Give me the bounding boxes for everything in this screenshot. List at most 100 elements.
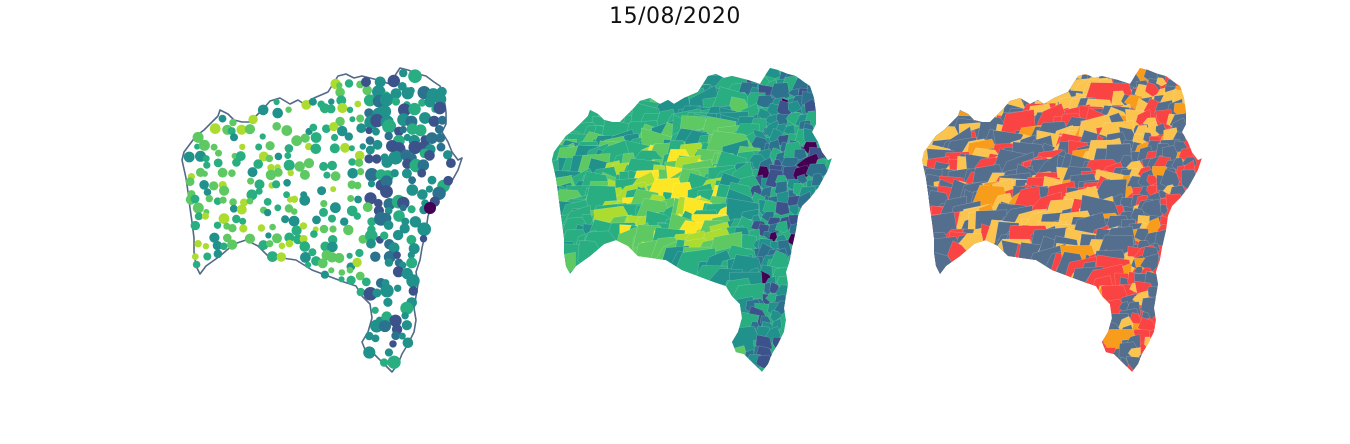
city-point	[219, 196, 227, 204]
city-point	[418, 98, 426, 107]
city-point	[398, 332, 406, 340]
city-point	[202, 155, 210, 163]
city-point	[229, 204, 238, 213]
city-point	[364, 192, 377, 205]
city-point	[246, 197, 254, 205]
risk-municipality	[1155, 77, 1167, 87]
city-point	[424, 96, 436, 108]
city-point	[436, 142, 446, 152]
city-point	[434, 125, 444, 134]
city-point	[308, 97, 317, 106]
viridis-municipality	[797, 173, 808, 185]
city-point	[386, 140, 398, 152]
city-point	[344, 79, 354, 88]
city-point	[417, 222, 431, 236]
city-point	[352, 257, 362, 268]
city-point	[218, 114, 227, 123]
city-point	[310, 230, 318, 238]
city-point	[414, 124, 427, 137]
city-point	[317, 186, 327, 196]
figure-title: 15/08/2020	[609, 4, 741, 29]
city-point	[223, 233, 232, 243]
city-point	[391, 97, 401, 106]
city-point	[443, 175, 454, 186]
city-point	[215, 149, 222, 157]
city-point	[290, 195, 299, 203]
city-point	[417, 189, 428, 200]
city-point	[399, 204, 407, 212]
city-point	[227, 239, 238, 250]
city-point	[285, 106, 292, 113]
city-point	[322, 124, 331, 133]
city-point	[218, 213, 230, 225]
city-point	[408, 176, 416, 185]
city-point	[310, 132, 322, 143]
city-point	[391, 331, 401, 341]
city-point	[319, 224, 329, 234]
city-point	[409, 216, 422, 228]
city-point	[347, 168, 358, 179]
viridis-municipality	[768, 231, 778, 243]
map-panel-risk	[918, 60, 1208, 380]
city-point	[337, 125, 348, 137]
city-point	[185, 177, 195, 187]
city-point	[248, 114, 258, 125]
viridis-municipality	[787, 100, 802, 114]
city-point	[365, 229, 378, 243]
city-point	[424, 202, 436, 214]
city-point	[330, 171, 341, 182]
city-point	[232, 214, 241, 224]
city-point	[320, 200, 328, 208]
city-point	[190, 194, 200, 204]
map-panel-points	[178, 60, 468, 380]
city-point	[312, 215, 321, 225]
city-point	[372, 154, 382, 164]
city-point	[263, 208, 272, 217]
city-point	[433, 101, 447, 115]
city-point	[370, 319, 384, 333]
city-point	[384, 131, 393, 141]
city-point	[356, 123, 367, 134]
city-point	[392, 229, 404, 241]
city-point	[367, 217, 377, 227]
city-point	[383, 297, 393, 307]
city-point	[400, 301, 414, 315]
city-point	[276, 252, 286, 262]
city-point	[381, 311, 392, 322]
city-point	[401, 168, 412, 179]
city-point	[363, 94, 376, 107]
city-point	[255, 187, 263, 195]
city-point	[284, 152, 292, 159]
city-point	[254, 179, 265, 190]
city-point	[379, 358, 389, 367]
city-point	[356, 287, 365, 297]
city-point	[408, 243, 420, 255]
city-point	[399, 223, 410, 234]
city-point	[435, 133, 446, 143]
city-point	[402, 337, 414, 349]
city-point	[273, 98, 280, 106]
city-point	[273, 167, 283, 177]
city-point	[265, 169, 277, 181]
city-point	[219, 185, 230, 196]
city-point	[257, 224, 266, 232]
risk-municipality	[1139, 253, 1160, 273]
risk-municipalities	[922, 68, 1202, 372]
city-point	[353, 212, 361, 220]
city-point	[213, 158, 223, 168]
city-point	[334, 252, 345, 264]
city-point	[336, 82, 343, 89]
city-point	[202, 243, 210, 250]
city-point	[266, 240, 274, 248]
city-point	[288, 215, 300, 227]
city-point	[247, 167, 258, 178]
city-point	[372, 139, 383, 150]
city-point	[227, 127, 236, 136]
city-point	[358, 234, 368, 244]
point-map-svg	[181, 67, 463, 373]
city-point	[354, 158, 364, 167]
city-point	[446, 158, 456, 168]
city-point	[267, 164, 275, 172]
city-point	[236, 204, 247, 215]
city-point	[382, 119, 397, 134]
